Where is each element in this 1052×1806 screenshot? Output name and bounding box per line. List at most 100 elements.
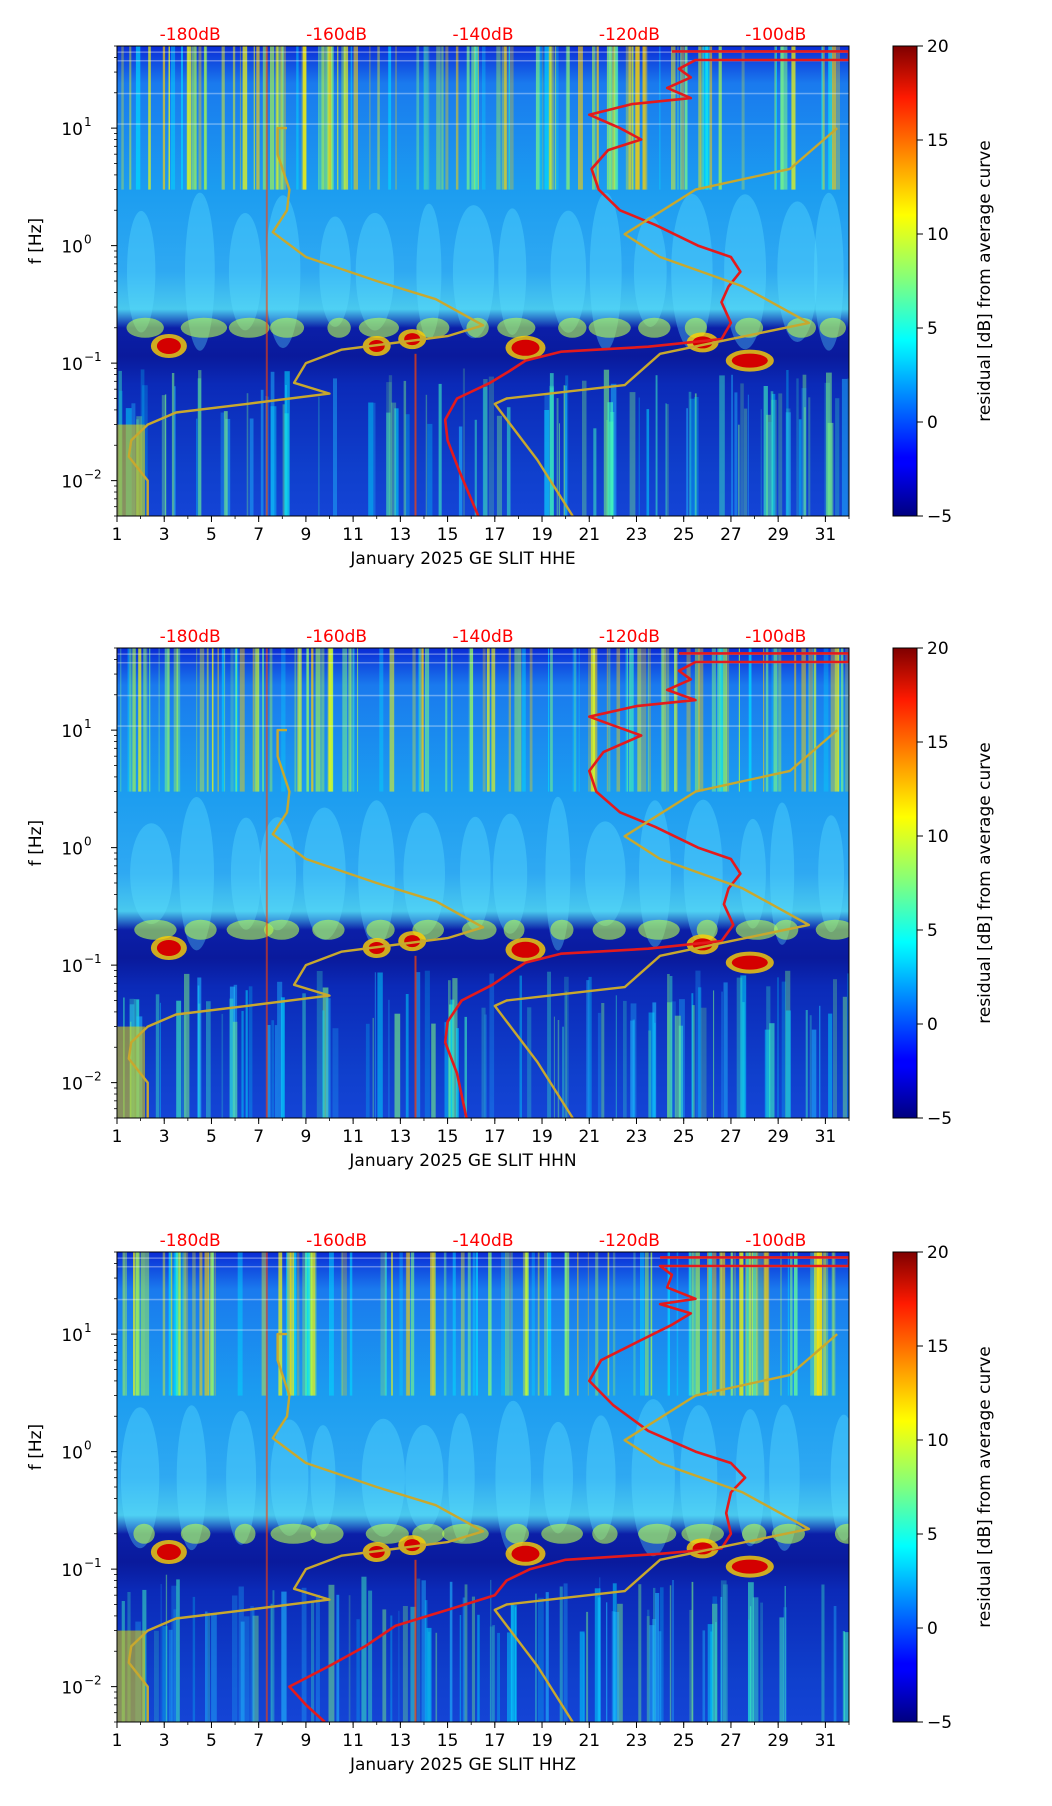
heatmap-streak-hf [175,1252,178,1396]
heatmap-streak-lf [547,971,551,1118]
heatmap-streak-hf [702,46,707,190]
heatmap-hline [117,92,849,95]
colorbar: −5 0 5 10 15 20 residual [dB] from average cur… [892,1243,995,1733]
heatmap-microseism [462,919,497,940]
x-tick-label: 3 [159,1731,170,1751]
heatmap-streak-hf [299,648,301,792]
colorbar-label: residual [dB] from average curve [975,140,995,421]
heatmap-streak-lf [601,1003,605,1118]
heatmap-streak-lf [248,986,253,1118]
heatmap-microseism [497,317,536,338]
series-line-gold [493,729,838,1118]
heatmap-streak-hf [436,46,441,190]
heatmap-plume [550,210,587,333]
x-tick-label: 29 [767,1731,789,1751]
heatmap-streak-lf [809,1015,812,1118]
heatmap-streak-hf [550,648,553,792]
series-line-gold [127,1332,485,1722]
heatmap-streak-lf [267,1025,271,1118]
heatmap-streak-lf [715,1622,717,1722]
x-tick-label: 21 [578,1127,600,1147]
heatmap-microseism [638,919,680,940]
heatmap-streak-lf [688,391,692,516]
heatmap-streak-lf [833,1606,837,1722]
heatmap-streak-lf [272,1590,275,1722]
heatmap-streak-lf [654,1022,656,1118]
heatmap-streak-hf [140,1252,145,1396]
heatmap-streak-hf [578,648,580,792]
heatmap-streak-hf [451,648,453,792]
heatmap-streak-lf [778,393,783,516]
heatmap-streak-hf [328,648,333,792]
heatmap-streak-lf [649,1625,655,1722]
series-line-gold [127,728,485,1118]
heatmap-streak-hf [699,648,704,792]
heatmap-streak-lf [328,1584,335,1722]
x-tick-label: 27 [720,1127,742,1147]
heatmap-streak-hf [129,648,132,792]
heatmap-streak-lf [786,408,791,516]
x-tick-label: 5 [206,525,217,545]
heatmap-streak-hf [278,1252,283,1396]
heatmap-streak-lf [786,370,789,516]
colorbar-label: residual [dB] from average curve [975,742,995,1023]
heatmap-streak-lf [743,408,748,516]
heatmap-streak-lf [489,1626,494,1722]
heatmap-streak-lf [245,990,248,1118]
heatmap-streak-hf [588,648,593,792]
heatmap-streak-hf [199,1252,203,1396]
top-axis-label: -120dB [599,25,660,45]
heatmap-plume [452,205,495,339]
heatmap-streak-lf [563,385,565,516]
x-tick-label: 1 [112,525,123,545]
heatmap-streak-hf [384,1252,387,1396]
heatmap-streak-hf [746,1252,751,1396]
heatmap-streak-lf [241,1010,244,1118]
heatmap-streak-lf [168,1629,173,1722]
heatmap-streak-hf [817,1252,822,1396]
heatmap-streak-lf [181,1015,187,1118]
heatmap-plume [355,212,395,331]
heatmap-streak-lf [844,1632,849,1722]
heatmap-streak-hf [330,648,333,792]
heatmap-streak-hf [629,648,631,792]
heatmap-streak-lf [768,422,773,516]
heatmap-streak-hf [120,648,122,792]
heatmap-streak-lf [770,391,774,516]
heatmap-streak-hf [626,648,628,792]
heatmap-streak-hf [281,46,286,190]
heatmap-streak-hf [635,46,640,190]
heatmap-streak-hf [734,1252,736,1396]
heatmap-streak-lf [689,398,695,516]
x-tick-label: 31 [815,1127,837,1147]
heatmap-line [265,1252,268,1722]
heatmap-plume [739,818,766,929]
heatmap-microseism [505,1523,529,1544]
heatmap-streak-hf [780,46,784,190]
heatmap-streak-hf [315,648,321,792]
heatmap-streak-hf [508,648,511,792]
heatmap-streak-hf [287,1252,292,1396]
y-axis-label: f [Hz] [26,218,46,264]
heatmap-microseism [550,919,574,940]
heatmap-streak-lf [740,383,744,516]
heatmap-streak-hf [199,648,205,792]
heatmap-streak-lf [559,1586,563,1722]
heatmap-streak-hf [505,1252,510,1396]
series-line-red [443,652,849,1118]
heatmap-streak-lf [229,998,234,1118]
heatmap-streak-hf [577,1252,579,1396]
heatmap-streak-hf [641,648,647,792]
heatmap-streak-hf [644,1252,649,1396]
heatmap-streak-hf [841,648,844,792]
heatmap-streak-lf [192,1596,196,1722]
heatmap-streak-hf [277,46,280,190]
heatmap-streak-hf [765,1252,770,1396]
heatmap-streak-hf [555,46,557,190]
spectrogram-heatmap [117,648,849,1118]
heatmap-streak-lf [176,1579,180,1722]
x-tick-label: 11 [342,1731,364,1751]
heatmap-streak-hf [689,1252,692,1396]
heatmap-streak-lf [606,1602,608,1722]
heatmap-streak-hf [323,46,329,190]
